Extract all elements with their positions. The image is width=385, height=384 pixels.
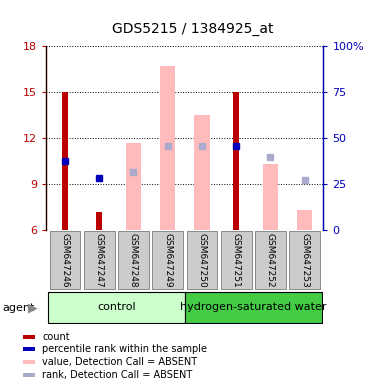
- Text: GSM647247: GSM647247: [95, 233, 104, 288]
- Bar: [118, 231, 149, 289]
- Bar: [297, 210, 312, 230]
- Text: GSM647251: GSM647251: [232, 233, 241, 288]
- Bar: [186, 231, 217, 289]
- Text: GSM647253: GSM647253: [300, 233, 309, 288]
- Bar: [255, 231, 286, 289]
- Text: GSM647248: GSM647248: [129, 233, 138, 288]
- Text: rank, Detection Call = ABSENT: rank, Detection Call = ABSENT: [42, 370, 192, 380]
- Bar: [152, 231, 183, 289]
- Bar: [194, 115, 209, 230]
- Bar: [221, 231, 251, 289]
- Bar: [185, 292, 322, 323]
- Bar: [23, 373, 35, 377]
- Text: GSM647246: GSM647246: [60, 233, 70, 288]
- Text: percentile rank within the sample: percentile rank within the sample: [42, 344, 207, 354]
- Bar: [263, 164, 278, 230]
- Text: control: control: [97, 302, 136, 312]
- Text: GSM647249: GSM647249: [163, 233, 172, 288]
- Text: GDS5215 / 1384925_at: GDS5215 / 1384925_at: [112, 23, 273, 36]
- Bar: [96, 212, 102, 230]
- Bar: [48, 292, 185, 323]
- Bar: [50, 231, 80, 289]
- Text: hydrogen-saturated water: hydrogen-saturated water: [180, 302, 326, 312]
- Bar: [23, 348, 35, 351]
- Bar: [23, 335, 35, 339]
- Text: agent: agent: [2, 303, 34, 313]
- Text: ▶: ▶: [28, 302, 37, 315]
- Bar: [84, 231, 115, 289]
- Bar: [62, 92, 68, 230]
- Bar: [23, 360, 35, 364]
- Bar: [160, 66, 176, 230]
- Text: GSM647250: GSM647250: [198, 233, 206, 288]
- Text: count: count: [42, 332, 70, 342]
- Bar: [126, 143, 141, 230]
- Bar: [289, 231, 320, 289]
- Text: value, Detection Call = ABSENT: value, Detection Call = ABSENT: [42, 357, 198, 367]
- Text: GSM647252: GSM647252: [266, 233, 275, 288]
- Bar: [233, 92, 239, 230]
